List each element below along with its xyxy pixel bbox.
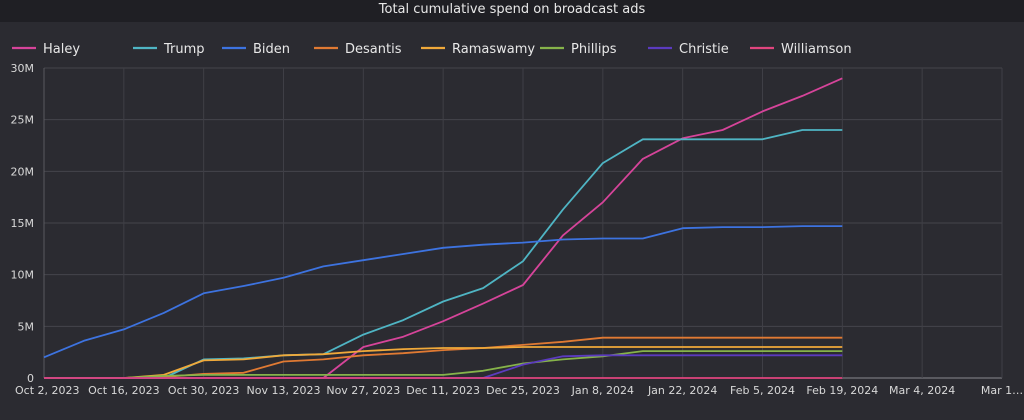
legend-label-phillips: Phillips <box>571 42 617 57</box>
series-line-ramaswamy <box>44 346 843 379</box>
series-line-phillips <box>44 350 843 379</box>
y-axis: 0 5M 10M 15M 20M 25M 30M <box>11 62 35 385</box>
x-tick-label: Nov 27, 2023 <box>326 384 400 397</box>
x-tick-label: Nov 13, 2023 <box>247 384 321 397</box>
grid <box>43 67 1003 379</box>
x-tick-label: Oct 16, 2023 <box>88 384 160 397</box>
line-chart: Haley Trump Biden Desantis Ramaswamy Phillips… <box>11 42 1024 397</box>
y-tick-label: 30M <box>11 62 35 75</box>
x-tick-label: Oct 2, 2023 <box>15 384 80 397</box>
legend-label-desantis: Desantis <box>345 42 402 57</box>
x-tick-label: Jan 22, 2024 <box>647 384 717 397</box>
x-tick-label: Jan 8, 2024 <box>571 384 634 397</box>
x-tick-label: Mar 4, 2024 <box>889 384 955 397</box>
series-line-trump <box>44 129 843 379</box>
y-tick-label: 10M <box>11 269 35 282</box>
x-tick-label: Feb 5, 2024 <box>730 384 795 397</box>
series-lines <box>43 77 843 379</box>
y-tick-label: 15M <box>11 217 35 230</box>
legend-label-biden: Biden <box>253 42 290 57</box>
x-tick-label: Dec 11, 2023 <box>406 384 480 397</box>
x-tick-label: Oct 30, 2023 <box>168 384 240 397</box>
y-tick-label: 20M <box>11 165 35 178</box>
x-tick-label: Dec 25, 2023 <box>486 384 560 397</box>
y-tick-label: 5M <box>18 320 35 333</box>
legend-label-christie: Christie <box>679 42 729 57</box>
legend-label-ramaswamy: Ramaswamy <box>452 42 535 57</box>
title-bar: Total cumulative spend on broadcast ads <box>0 0 1024 22</box>
legend-label-williamson: Williamson <box>781 42 852 57</box>
y-tick-label: 25M <box>11 114 35 127</box>
x-tick-label: Mar 1… <box>981 384 1023 397</box>
legend: Haley Trump Biden Desantis Ramaswamy Phillips… <box>12 42 852 57</box>
chart-title: Total cumulative spend on broadcast ads <box>378 2 646 17</box>
series-line-biden <box>43 225 843 359</box>
legend-label-trump: Trump <box>163 42 205 57</box>
y-tick-label: 0 <box>27 372 34 385</box>
x-tick-label: Feb 19, 2024 <box>806 384 878 397</box>
legend-label-haley: Haley <box>43 42 80 57</box>
x-axis: Oct 2, 2023 Oct 16, 2023 Oct 30, 2023 Nov 1… <box>15 384 1023 397</box>
